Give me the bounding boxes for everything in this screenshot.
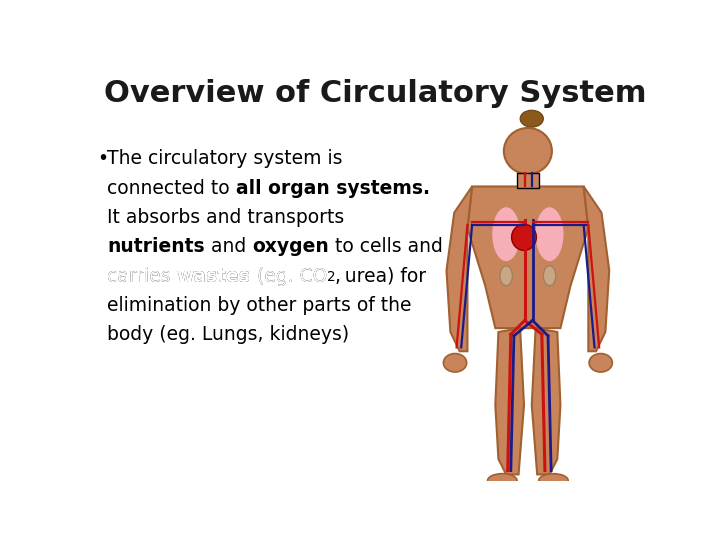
Text: body (eg. Lungs, kidneys): body (eg. Lungs, kidneys) [107, 325, 349, 344]
Text: (eg. CO: (eg. CO [251, 267, 327, 286]
Ellipse shape [539, 474, 568, 488]
Text: , urea) for: , urea) for [336, 267, 426, 286]
Ellipse shape [504, 128, 552, 174]
Text: nutrients: nutrients [107, 237, 204, 256]
Ellipse shape [520, 110, 544, 127]
Ellipse shape [544, 266, 556, 286]
Text: all organ systems.: all organ systems. [235, 179, 430, 198]
Text: and: and [204, 237, 252, 256]
Polygon shape [584, 186, 609, 351]
Polygon shape [446, 186, 472, 351]
Text: connected to: connected to [107, 179, 235, 198]
Text: elimination by other parts of the: elimination by other parts of the [107, 296, 412, 315]
Text: carries: carries [107, 267, 176, 286]
FancyBboxPatch shape [517, 173, 539, 188]
Text: It absorbs and transports: It absorbs and transports [107, 208, 344, 227]
Ellipse shape [500, 266, 513, 286]
Text: •: • [98, 150, 109, 168]
Ellipse shape [512, 224, 536, 251]
Polygon shape [495, 328, 524, 475]
Text: 2: 2 [327, 271, 336, 285]
Text: oxygen: oxygen [252, 237, 328, 256]
Ellipse shape [589, 354, 612, 372]
Text: wastes: wastes [176, 267, 251, 286]
Text: (eg. CO: (eg. CO [251, 267, 327, 286]
Ellipse shape [536, 207, 564, 261]
Text: The circulatory system is: The circulatory system is [107, 150, 343, 168]
Polygon shape [532, 328, 560, 475]
Ellipse shape [444, 354, 467, 372]
Text: wastes: wastes [176, 267, 251, 286]
Text: Overview of Circulatory System: Overview of Circulatory System [104, 79, 647, 107]
Ellipse shape [487, 474, 517, 488]
Text: to cells and: to cells and [328, 237, 443, 256]
Ellipse shape [492, 207, 520, 261]
Text: carries: carries [107, 267, 176, 286]
Polygon shape [467, 186, 588, 328]
